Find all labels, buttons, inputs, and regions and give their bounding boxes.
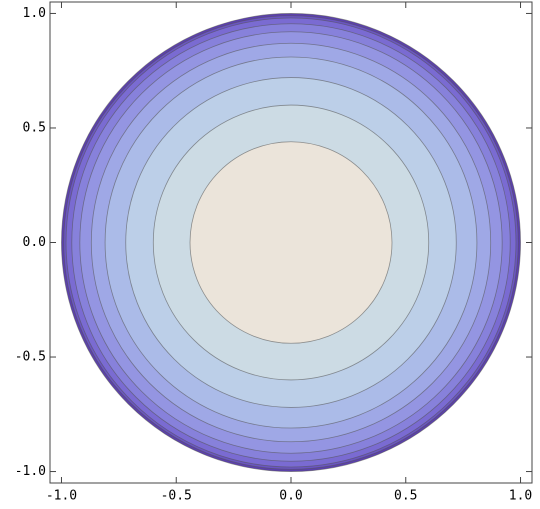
x-tick-label: -0.5: [161, 489, 192, 504]
y-tick-label: -1.0: [15, 464, 46, 479]
x-tick-label: 1.0: [509, 489, 532, 504]
y-tick-label: 0.0: [23, 235, 46, 250]
x-tick-label: 0.5: [394, 489, 417, 504]
contour-band: [189, 141, 393, 344]
y-tick-label: 0.5: [23, 120, 46, 135]
x-tick-label: 0.0: [279, 489, 302, 504]
x-tick-label: -1.0: [46, 489, 77, 504]
y-tick-label: 1.0: [23, 6, 46, 21]
y-tick-label: -0.5: [15, 350, 46, 365]
